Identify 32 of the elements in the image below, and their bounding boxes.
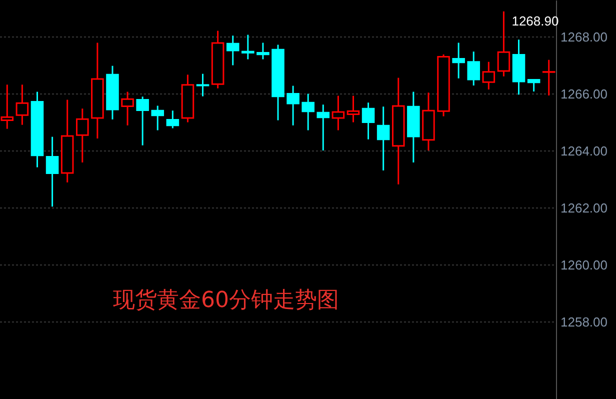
- y-tick-label: 1262.00: [560, 200, 608, 216]
- candlestick: [46, 136, 59, 208]
- candlestick: [16, 84, 29, 126]
- candlestick: [151, 104, 164, 131]
- text: 现货黄金60分钟走势图: [113, 288, 339, 313]
- y-tick-label: 1266.00: [560, 86, 608, 102]
- candlestick: [467, 50, 480, 86]
- candlestick: [527, 79, 540, 92]
- candlestick: [256, 42, 270, 60]
- candlestick: [452, 42, 465, 80]
- candlestick: [242, 34, 254, 60]
- y-tick-label: 1264.00: [560, 144, 608, 159]
- candlestick: [76, 108, 89, 164]
- y-tick-label: 1268.00: [560, 30, 608, 45]
- candlestick: [346, 95, 360, 124]
- y-tick-label: 1260.00: [560, 258, 608, 273]
- candlestick: [136, 96, 149, 146]
- y-tick-label: 1258.00: [560, 314, 608, 330]
- candlestick: [362, 102, 375, 140]
- candlestick: [542, 59, 556, 96]
- candlestick: [166, 110, 180, 129]
- candlestick: [196, 73, 210, 98]
- candlestick: [376, 106, 390, 172]
- annotation: 1268.90: [512, 13, 559, 28]
- candlestick: [286, 85, 300, 126]
- candlestick: [121, 91, 134, 126]
- candlestick: [302, 93, 314, 131]
- candlestick: [226, 34, 240, 66]
- candlestick: [482, 61, 496, 90]
- candlestick: [316, 104, 330, 152]
- candlestick: [497, 10, 510, 78]
- candlestick: [332, 95, 345, 131]
